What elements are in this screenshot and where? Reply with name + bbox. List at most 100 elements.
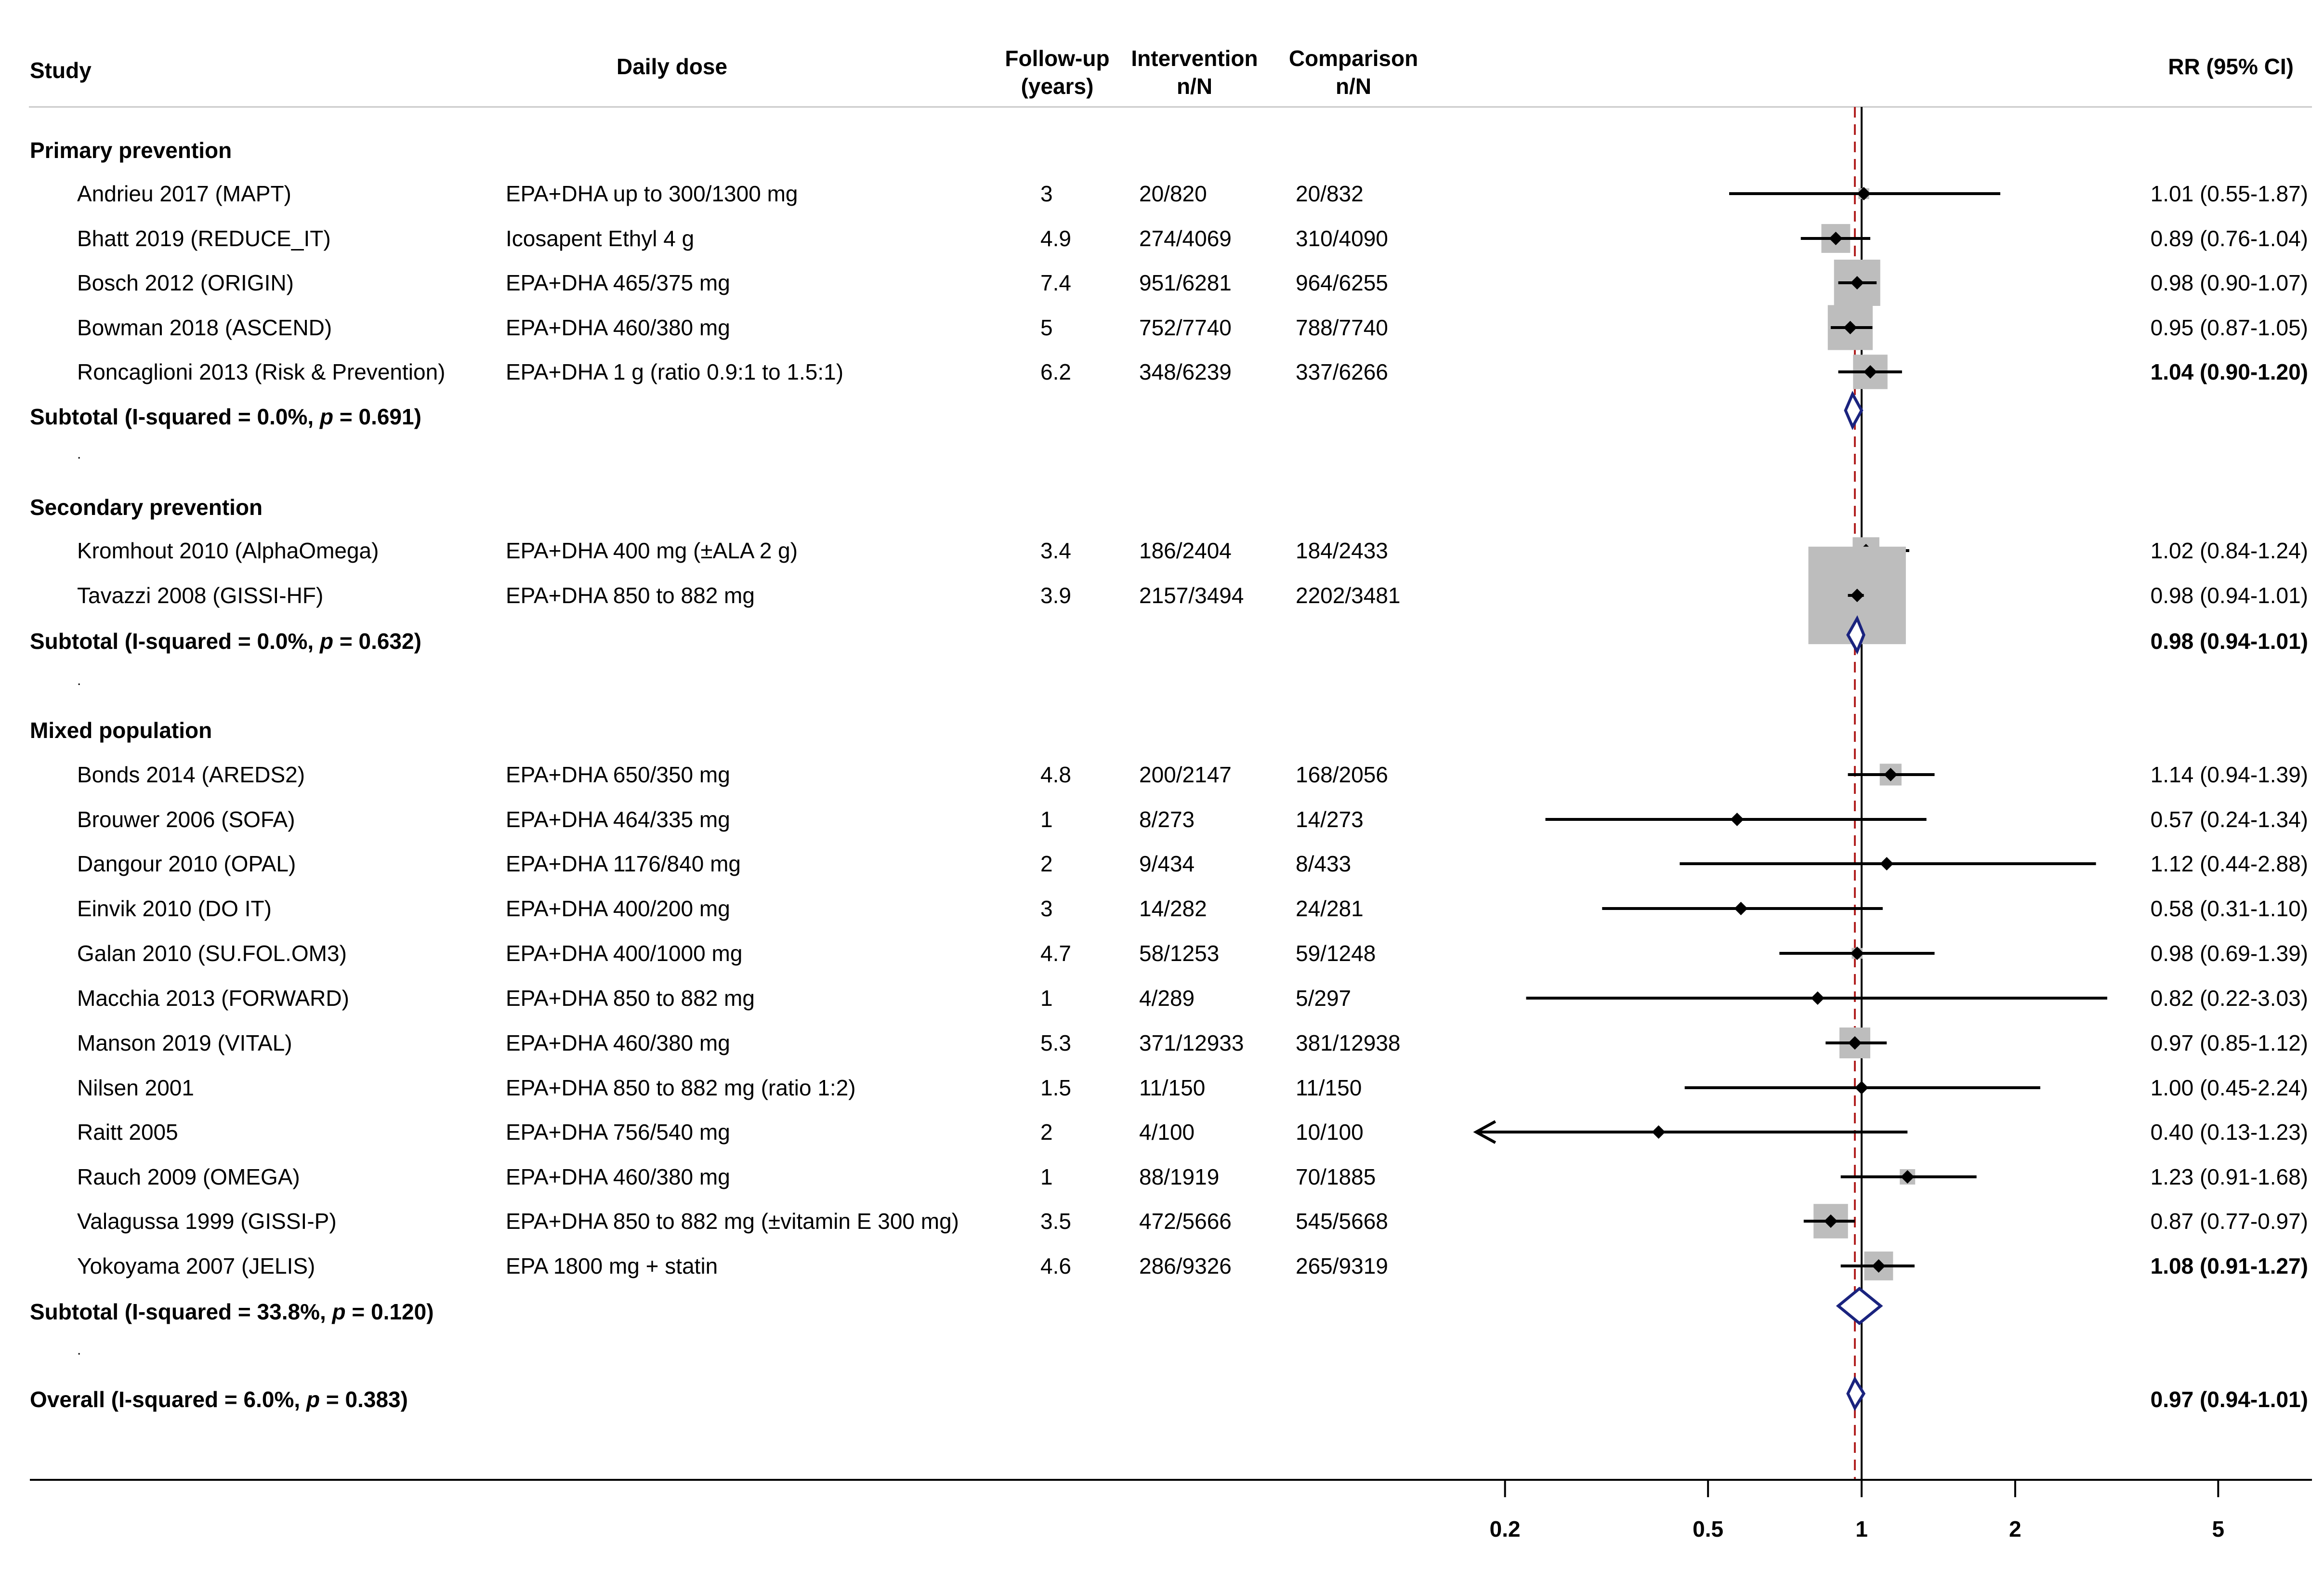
comparison-n: 11/150	[1296, 1075, 1362, 1100]
comparison-n: 964/6255	[1296, 270, 1388, 295]
comparison-n: 24/281	[1296, 896, 1364, 921]
daily-dose: EPA+DHA 460/380 mg	[506, 1164, 730, 1189]
spacer-dot: .	[77, 672, 81, 688]
follow-up: 5.3	[1040, 1030, 1071, 1055]
daily-dose: EPA+DHA 850 to 882 mg	[506, 986, 755, 1011]
overall-p-value: = 0.383)	[320, 1387, 408, 1412]
header-intervention-line1: Intervention	[1131, 46, 1258, 71]
intervention-n: 2157/3494	[1139, 583, 1244, 608]
comparison-n: 337/6266	[1296, 359, 1388, 384]
rr-value: 1.08 (0.91-1.27)	[2150, 1253, 2308, 1278]
comparison-n: 168/2056	[1296, 762, 1388, 787]
subtotal-secondary-rr: 0.98 (0.94-1.01)	[2150, 629, 2308, 654]
study-name: Brouwer 2006 (SOFA)	[77, 807, 295, 832]
header-daily-dose: Daily dose	[617, 54, 728, 79]
daily-dose: EPA+DHA 1 g (ratio 0.9:1 to 1.5:1)	[506, 359, 844, 384]
study-name: Raitt 2005	[77, 1120, 178, 1145]
daily-dose: EPA+DHA 850 to 882 mg (ratio 1:2)	[506, 1075, 856, 1100]
study-name: Macchia 2013 (FORWARD)	[77, 986, 349, 1011]
subtotal-p-value: = 0.632)	[333, 629, 421, 654]
follow-up: 4.7	[1040, 941, 1071, 966]
daily-dose: EPA+DHA 465/375 mg	[506, 270, 730, 295]
point-estimate	[1811, 991, 1825, 1005]
follow-up: 6.2	[1040, 359, 1071, 384]
follow-up: 7.4	[1040, 270, 1071, 295]
study-name: Bonds 2014 (AREDS2)	[77, 762, 305, 787]
overall-diamond	[1846, 1376, 1866, 1411]
header-comparison: Comparison n/N	[1281, 44, 1426, 100]
study-name: Tavazzi 2008 (GISSI-HF)	[77, 583, 324, 608]
rr-value: 0.58 (0.31-1.10)	[2150, 896, 2308, 921]
intervention-n: 11/150	[1139, 1075, 1206, 1100]
x-tick-label: 2	[2009, 1516, 2022, 1541]
daily-dose: EPA+DHA 850 to 882 mg (±vitamin E 300 mg…	[506, 1209, 959, 1234]
p-symbol: p	[332, 1299, 346, 1324]
header-study: Study	[30, 58, 92, 83]
follow-up: 1	[1040, 807, 1053, 832]
spacer-dot: .	[77, 1342, 81, 1358]
rr-value: 1.00 (0.45-2.24)	[2150, 1075, 2308, 1100]
rr-value: 0.97 (0.85-1.12)	[2150, 1030, 2308, 1055]
header-followup-line2: (years)	[1021, 74, 1094, 99]
rr-value: 1.12 (0.44-2.88)	[2150, 851, 2308, 876]
subtotal-p-value: = 0.120)	[345, 1299, 434, 1324]
comparison-n: 265/9319	[1296, 1253, 1388, 1278]
header-comparison-line1: Comparison	[1288, 46, 1418, 71]
point-estimate	[1880, 857, 1894, 870]
daily-dose: EPA+DHA 400 mg (±ALA 2 g)	[506, 538, 798, 563]
header-followup-line1: Follow-up	[1005, 46, 1110, 71]
subtotal-label: Subtotal (I-squared = 33.8%,	[30, 1299, 332, 1324]
intervention-n: 9/434	[1139, 851, 1195, 876]
ci-truncation-arrow	[1473, 1120, 1497, 1144]
subtotal-label: Subtotal (I-squared = 0.0%,	[30, 404, 320, 429]
point-estimate	[1734, 902, 1748, 915]
rr-value: 1.04 (0.90-1.20)	[2150, 359, 2308, 384]
rr-value: 0.89 (0.76-1.04)	[2150, 226, 2308, 251]
rr-value: 0.98 (0.69-1.39)	[2150, 941, 2308, 966]
header-followup: Follow-up (years)	[992, 44, 1122, 100]
header-comparison-line2: n/N	[1335, 74, 1372, 99]
follow-up: 3.4	[1040, 538, 1071, 563]
subtotal-mixed: Subtotal (I-squared = 33.8%, p = 0.120)	[30, 1298, 434, 1325]
point-estimate	[1730, 813, 1744, 826]
header-intervention-line2: n/N	[1176, 74, 1213, 99]
subtotal-mixed-diamond	[1836, 1287, 1883, 1325]
intervention-n: 58/1253	[1139, 941, 1220, 966]
follow-up: 2	[1040, 1120, 1053, 1145]
intervention-n: 274/4069	[1139, 226, 1232, 251]
x-tick-label: 0.2	[1490, 1516, 1521, 1541]
intervention-n: 186/2404	[1139, 538, 1232, 563]
comparison-n: 381/12938	[1296, 1030, 1401, 1055]
header-intervention: Intervention n/N	[1122, 44, 1267, 100]
follow-up: 3.9	[1040, 583, 1071, 608]
daily-dose: EPA+DHA 850 to 882 mg	[506, 583, 755, 608]
point-estimate	[1850, 276, 1864, 290]
overall-label-text: Overall (I-squared = 6.0%,	[30, 1387, 306, 1412]
follow-up: 3	[1040, 181, 1053, 206]
study-name: Rauch 2009 (OMEGA)	[77, 1164, 300, 1189]
study-name: Roncaglioni 2013 (Risk & Prevention)	[77, 359, 446, 384]
daily-dose: EPA+DHA 400/200 mg	[506, 896, 730, 921]
comparison-n: 545/5668	[1296, 1209, 1388, 1234]
point-estimate	[1850, 947, 1864, 960]
comparison-n: 14/273	[1296, 807, 1364, 832]
intervention-n: 371/12933	[1139, 1030, 1244, 1055]
rr-value: 0.95 (0.87-1.05)	[2150, 315, 2308, 340]
group-label-primary: Primary prevention	[30, 138, 232, 163]
study-name: Yokoyama 2007 (JELIS)	[77, 1253, 315, 1278]
follow-up: 1	[1040, 1164, 1053, 1189]
spacer-dot: .	[77, 446, 81, 462]
point-estimate	[1864, 365, 1878, 379]
intervention-n: 348/6239	[1139, 359, 1232, 384]
x-tick-label: 1	[1855, 1516, 1868, 1541]
rr-value: 0.57 (0.24-1.34)	[2150, 807, 2308, 832]
comparison-n: 59/1248	[1296, 941, 1376, 966]
point-estimate	[1824, 1214, 1838, 1228]
rr-value: 0.98 (0.94-1.01)	[2150, 583, 2308, 608]
follow-up: 4.6	[1040, 1253, 1071, 1278]
rr-value: 1.14 (0.94-1.39)	[2150, 762, 2308, 787]
point-estimate	[1884, 768, 1898, 781]
daily-dose: EPA+DHA 1176/840 mg	[506, 851, 741, 876]
rr-value: 0.40 (0.13-1.23)	[2150, 1120, 2308, 1145]
point-estimate	[1855, 1081, 1868, 1094]
